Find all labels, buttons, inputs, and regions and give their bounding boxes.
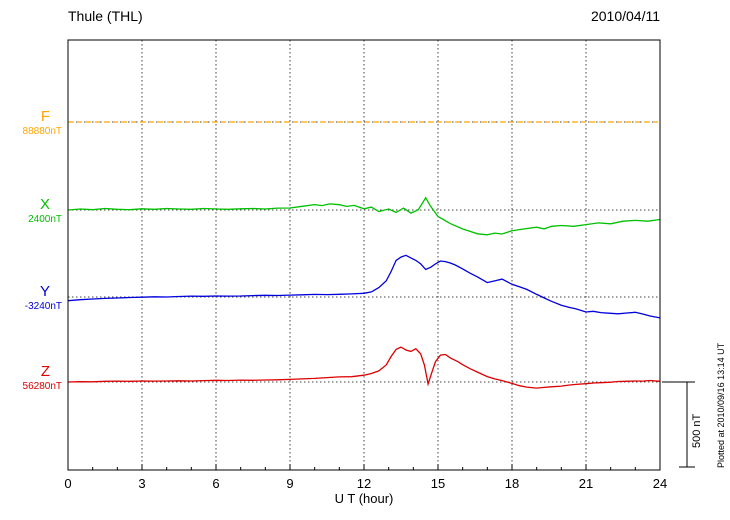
x-tick-label: 21 [578, 476, 594, 491]
trace-x [67, 196, 661, 236]
plot-frame [67, 39, 661, 471]
x-tick-label: 6 [212, 476, 220, 491]
series-name-x: X [39, 196, 50, 213]
x-tick-label: 15 [430, 476, 446, 491]
x-tick-label: 12 [356, 476, 372, 491]
series-name-f: F [40, 108, 50, 125]
x-tick-label: 18 [504, 476, 520, 491]
series-name-y: Y [39, 283, 50, 300]
series-value-x: 2400nT [28, 214, 62, 225]
plotted-at-note: Plotted at 2010/09/16 13:14 UT [716, 342, 726, 468]
series-label-x: X 2400nT [0, 196, 62, 226]
series-value-f: 88880nT [22, 126, 62, 137]
x-axis-label: U T (hour) [334, 491, 394, 506]
scalebar-label: 500 nT [691, 413, 703, 448]
plot-date: 2010/04/11 [590, 8, 660, 24]
series-label-z: Z 56280nT [0, 363, 62, 393]
x-tick-label: 9 [286, 476, 294, 491]
x-tick-label: 3 [138, 476, 146, 491]
series-label-f: F 88880nT [0, 108, 62, 138]
station-title: Thule (THL) [68, 8, 143, 24]
x-tick-label: 0 [64, 476, 72, 491]
series-name-z: Z [40, 363, 50, 380]
trace-y [67, 254, 661, 319]
series-value-y: -3240nT [24, 301, 62, 312]
series-value-z: 56280nT [22, 381, 62, 392]
trace-z [67, 346, 661, 389]
x-tick-label: 24 [652, 476, 668, 491]
series-label-y: Y -3240nT [0, 283, 62, 313]
